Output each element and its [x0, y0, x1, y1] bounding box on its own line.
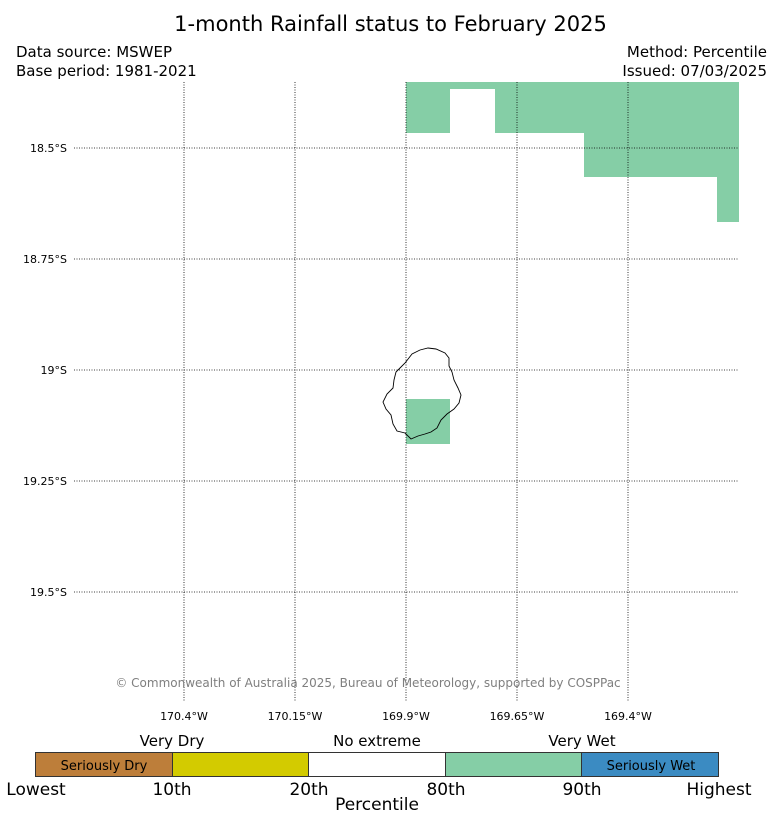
- legend-tick-90th: 90th: [562, 780, 602, 800]
- meta-right: Method: Percentile Issued: 07/03/2025: [622, 43, 767, 81]
- lon-label: 169.65°W: [490, 710, 545, 723]
- page-title: 1-month Rainfall status to February 2025: [174, 12, 607, 36]
- legend-tick-80th: 80th: [426, 780, 466, 800]
- wet-region-north: [406, 82, 739, 222]
- legend-seriously-wet-label: Seriously Wet: [606, 759, 696, 774]
- lon-label: 169.9°W: [382, 710, 430, 723]
- lat-label: 19°S: [41, 364, 67, 377]
- legend-tick-20th: 20th: [289, 780, 329, 800]
- copyright-text: © Commonwealth of Australia 2025, Bureau…: [115, 676, 621, 690]
- lat-label: 19.25°S: [23, 475, 67, 488]
- legend-tick-highest: Highest: [686, 780, 752, 800]
- legend-segment: [582, 753, 718, 776]
- lat-label: 18.5°S: [30, 142, 67, 155]
- wet-cells: [406, 82, 739, 444]
- data-source-text: Data source: MSWEP: [16, 43, 173, 61]
- legend-segment: [36, 753, 173, 776]
- legend-segment: [445, 753, 583, 776]
- rainfall-map: 18.5°S18.75°S19°S19.25°S19.5°S 170.4°W 17…: [23, 82, 739, 723]
- latitude-labels: 18.5°S 18.75°S 19°S 19.25°S 19.5°S: [23, 142, 67, 599]
- lon-label: 170.4°W: [160, 710, 208, 723]
- legend-tick-lowest: Lowest: [6, 780, 66, 800]
- legend-colorbar: [35, 752, 719, 777]
- gridlines: [74, 82, 739, 702]
- issued-text: Issued: 07/03/2025: [622, 62, 767, 80]
- legend-category-no-extreme: No extreme: [333, 732, 421, 750]
- longitude-labels: 170.4°W 170.15°W 169.9°W 169.65°W 169.4°W: [160, 710, 652, 723]
- lon-label: 170.15°W: [268, 710, 323, 723]
- legend-category-very-dry: Very Dry: [139, 732, 205, 750]
- legend-seriously-dry-label: Seriously Dry: [60, 759, 148, 774]
- method-text: Method: Percentile: [626, 43, 767, 61]
- legend-segment: [172, 753, 310, 776]
- lat-label: 19.5°S: [30, 586, 67, 599]
- legend-segment: [309, 753, 446, 776]
- legend-category-very-wet: Very Wet: [548, 732, 616, 750]
- niue-coastline: [382, 347, 462, 440]
- legend-tick-10th: 10th: [152, 780, 192, 800]
- meta-left: Data source: MSWEP Base period: 1981-202…: [16, 43, 197, 81]
- wet-cell-island: [406, 399, 450, 444]
- legend-xlabel: Percentile: [335, 795, 419, 815]
- lon-label: 169.4°W: [604, 710, 652, 723]
- base-period-text: Base period: 1981-2021: [16, 62, 197, 80]
- lat-label: 18.75°S: [23, 253, 67, 266]
